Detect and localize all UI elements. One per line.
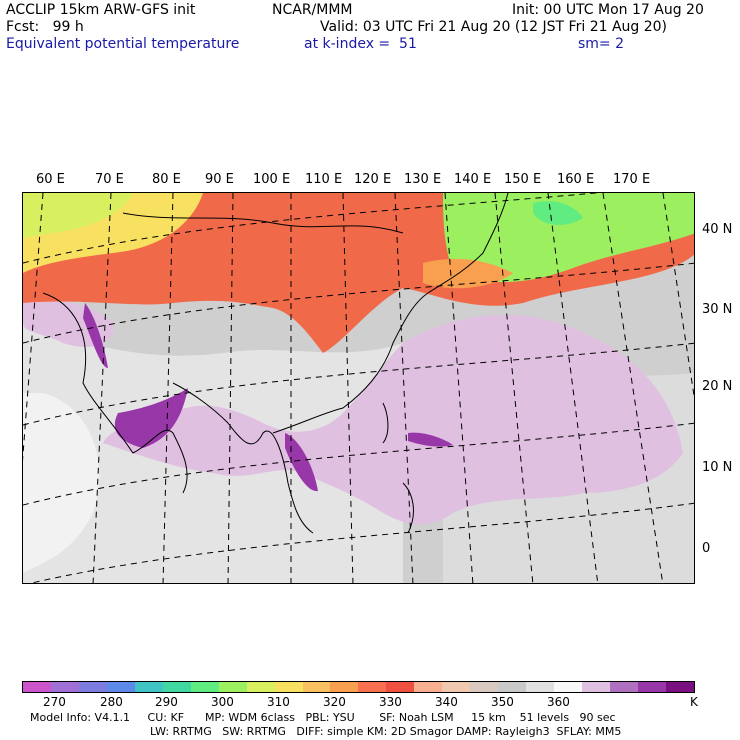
lon-label-160e: 160 E <box>557 172 595 187</box>
colorbar <box>22 681 695 693</box>
colorbar-label-300: 300 <box>211 695 234 709</box>
colorbar-label-330: 330 <box>379 695 402 709</box>
colorbar-unit: K <box>690 695 698 709</box>
theta-e-map <box>22 192 695 584</box>
lon-label-170e: 170 E <box>613 172 651 187</box>
colorbar-swatch <box>610 682 638 692</box>
colorbar-swatch <box>330 682 359 692</box>
colorbar-swatch <box>218 682 247 692</box>
valid-time: Valid: 03 UTC Fri 21 Aug 20 (12 JST Fri … <box>320 19 668 35</box>
field-name: Equivalent potential temperature <box>6 36 240 52</box>
lon-label-100e: 100 E <box>253 172 291 187</box>
colorbar-swatch <box>190 682 219 692</box>
colorbar-swatch <box>414 682 443 692</box>
colorbar-swatch <box>302 682 331 692</box>
colorbar-swatch <box>665 682 694 692</box>
forecast-hour: Fcst: 99 h <box>6 19 84 35</box>
lat-label-10n: 10 N <box>702 460 733 475</box>
colorbar-swatch <box>134 682 163 692</box>
colorbar-label-310: 310 <box>267 695 290 709</box>
init-time: Init: 00 UTC Mon 17 Aug 20 <box>512 2 704 18</box>
colorbar-swatch <box>274 682 303 692</box>
lon-label-120e: 120 E <box>354 172 392 187</box>
colorbar-label-320: 320 <box>323 695 346 709</box>
colorbar-swatch <box>78 682 107 692</box>
lon-label-90e: 90 E <box>205 172 234 187</box>
model-info-line1: Model Info: V4.1.1 CU: KF MP: WDM 6class… <box>30 711 616 724</box>
lon-label-150e: 150 E <box>504 172 542 187</box>
colorbar-label-340: 340 <box>435 695 458 709</box>
colorbar-swatch <box>162 682 191 692</box>
lat-label-30n: 30 N <box>702 302 733 317</box>
lon-label-130e: 130 E <box>404 172 442 187</box>
colorbar-swatch <box>50 682 79 692</box>
colorbar-swatch <box>637 682 666 692</box>
lat-label-0: 0 <box>702 541 711 556</box>
colorbar-swatch <box>498 682 527 692</box>
colorbar-swatch <box>246 682 275 692</box>
lon-label-60e: 60 E <box>36 172 65 187</box>
level-label: at k-index = 51 <box>304 36 417 52</box>
colorbar-swatch <box>470 682 499 692</box>
lat-label-40n: 40 N <box>702 222 733 237</box>
colorbar-label-290: 290 <box>155 695 178 709</box>
model-info-line2: LW: RRTMG SW: RRTMG DIFF: simple KM: 2D … <box>150 725 622 738</box>
colorbar-swatch <box>554 682 583 692</box>
colorbar-swatch <box>358 682 387 692</box>
colorbar-label-360: 360 <box>547 695 570 709</box>
colorbar-swatch <box>442 682 471 692</box>
colorbar-swatch <box>582 682 611 692</box>
model-title: ACCLIP 15km ARW-GFS init <box>6 2 196 18</box>
colorbar-swatch <box>106 682 135 692</box>
lat-label-20n: 20 N <box>702 379 733 394</box>
colorbar-label-280: 280 <box>100 695 123 709</box>
colorbar-label-270: 270 <box>43 695 66 709</box>
smoothing-label: sm= 2 <box>578 36 625 52</box>
lon-label-110e: 110 E <box>305 172 343 187</box>
lon-label-70e: 70 E <box>95 172 124 187</box>
map-field <box>23 193 694 583</box>
lon-label-80e: 80 E <box>152 172 181 187</box>
org-label: NCAR/MMM <box>272 2 353 18</box>
colorbar-swatch <box>386 682 415 692</box>
colorbar-label-350: 350 <box>491 695 514 709</box>
colorbar-swatch <box>23 682 51 692</box>
lon-label-140e: 140 E <box>454 172 492 187</box>
colorbar-swatch <box>526 682 555 692</box>
